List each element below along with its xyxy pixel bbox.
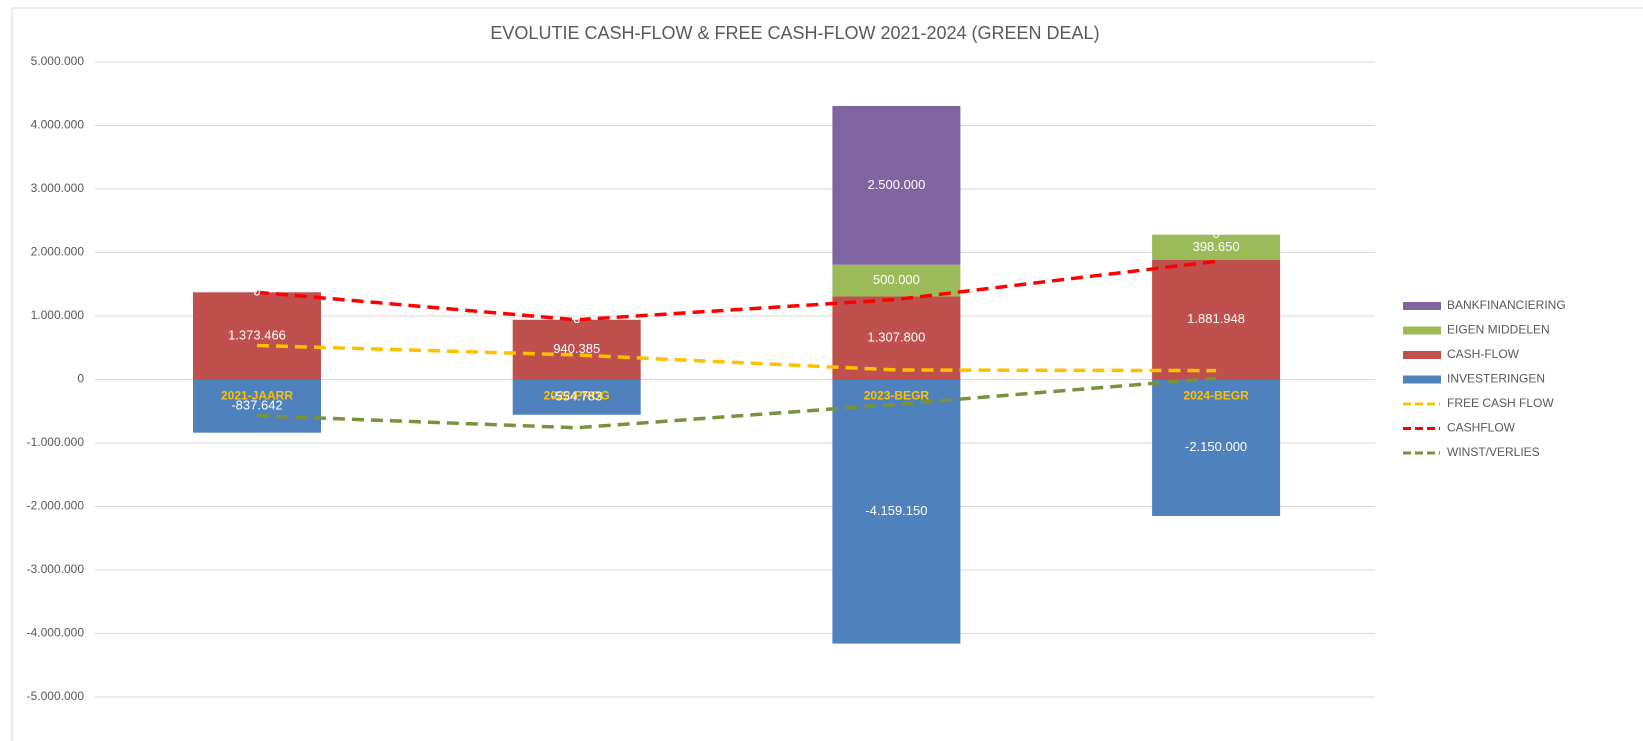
bar bbox=[1152, 379, 1281, 517]
bar bbox=[832, 379, 961, 644]
line-series bbox=[256, 259, 1217, 322]
data-label: 0 bbox=[573, 311, 580, 326]
x-tick-label: 2024-BEGR bbox=[1183, 389, 1249, 403]
data-label: 0 bbox=[253, 284, 260, 299]
bar bbox=[512, 379, 641, 415]
data-label: 0 bbox=[1212, 226, 1219, 241]
data-label: 1.881.948 bbox=[1187, 311, 1245, 326]
data-label: -837.642 bbox=[231, 398, 282, 413]
data-label: -2.150.000 bbox=[1185, 439, 1247, 454]
data-label: -554.783 bbox=[551, 389, 602, 404]
data-label: 940.385 bbox=[553, 341, 600, 356]
y-tick-label: -4.000.000 bbox=[27, 626, 85, 640]
legend-swatch bbox=[1403, 302, 1441, 310]
y-tick-label: 4.000.000 bbox=[31, 118, 85, 132]
data-label: 1.373.466 bbox=[228, 327, 286, 342]
y-tick-label: 2.000.000 bbox=[31, 245, 85, 259]
x-tick-label: 2021-JAARR bbox=[221, 389, 293, 403]
y-tick-label: -5.000.000 bbox=[27, 689, 85, 703]
legend-swatch bbox=[1403, 351, 1441, 359]
y-tick-label: -1.000.000 bbox=[27, 435, 85, 449]
bar bbox=[1152, 259, 1281, 380]
bar bbox=[193, 379, 321, 433]
bar bbox=[832, 105, 961, 265]
data-label: 2.500.000 bbox=[867, 177, 925, 192]
y-tick-label: 0 bbox=[77, 372, 84, 386]
data-label: 0 bbox=[573, 311, 580, 326]
y-tick-label: 1.000.000 bbox=[31, 308, 85, 322]
data-label: 0 bbox=[253, 284, 260, 299]
bar bbox=[512, 319, 641, 380]
data-label: -4.159.150 bbox=[865, 503, 927, 518]
data-label: 398.650 bbox=[1193, 239, 1240, 254]
legend-label: CASHFLOW bbox=[1447, 421, 1516, 435]
data-label: 500.000 bbox=[873, 272, 920, 287]
y-tick-label: 5.000.000 bbox=[31, 54, 85, 68]
legend-swatch bbox=[1403, 326, 1441, 335]
legend-label: BANKFINANCIERING bbox=[1447, 298, 1566, 312]
y-tick-label: 3.000.000 bbox=[31, 181, 85, 195]
line-series bbox=[256, 343, 1217, 373]
legend-label: EIGEN MIDDELEN bbox=[1447, 323, 1550, 337]
legend-label: WINST/VERLIES bbox=[1447, 445, 1540, 459]
line-series bbox=[256, 376, 1217, 430]
x-tick-label: 2022-PROG bbox=[544, 389, 610, 403]
y-tick-label: -2.000.000 bbox=[27, 499, 85, 513]
chart-title: EVOLUTIE CASH-FLOW & FREE CASH-FLOW 2021… bbox=[490, 23, 1099, 43]
legend-swatch bbox=[1403, 375, 1441, 384]
data-label: 1.307.800 bbox=[867, 329, 925, 344]
bar bbox=[832, 296, 961, 380]
legend-label: CASH-FLOW bbox=[1447, 347, 1520, 361]
bar bbox=[1152, 234, 1281, 260]
legend-label: FREE CASH FLOW bbox=[1447, 396, 1554, 410]
bar bbox=[193, 292, 321, 380]
x-tick-label: 2023-BEGR bbox=[864, 389, 930, 403]
bar bbox=[832, 264, 961, 297]
y-tick-label: -3.000.000 bbox=[27, 562, 85, 576]
legend-label: INVESTERINGEN bbox=[1447, 372, 1545, 386]
